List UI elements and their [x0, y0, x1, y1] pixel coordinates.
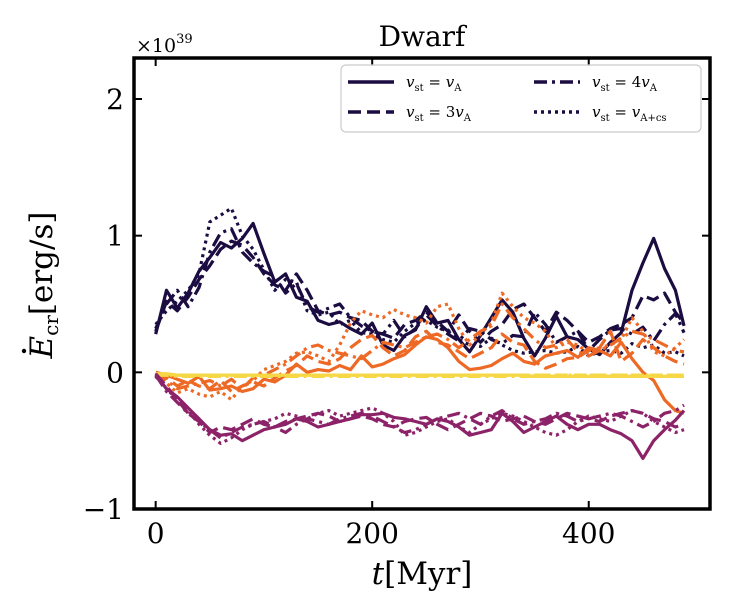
series-layer — [154, 206, 686, 460]
series-line-dark-dashdot — [154, 227, 686, 353]
svg-text:Ecr[erg/s]: Ecr[erg/s] — [24, 212, 63, 360]
legend-entry-dotted: vst = vA+cs — [534, 103, 667, 124]
legend-label: vst = vA+cs — [592, 103, 667, 124]
legend-label: vst = 4vA — [592, 73, 658, 94]
series-line-orange-dashdot — [154, 302, 685, 391]
series-line-orange-dotted — [154, 291, 686, 402]
series-line-dark-dashed — [154, 239, 686, 344]
y-tick-label: 0 — [106, 356, 124, 389]
legend-label: vst = vA — [406, 73, 462, 94]
legend-entry-dashdot: vst = 4vA — [534, 73, 658, 94]
legend-entry-dashed: vst = 3vA — [348, 103, 472, 124]
y-tick-label: −1 — [83, 493, 124, 526]
tick-layer: 0 200 400 −1 0 1 2 — [83, 58, 710, 550]
y-tick-label: 1 — [106, 220, 124, 253]
series-line-magenta-solid — [154, 374, 686, 460]
x-axis-label: t[Myr] — [372, 556, 473, 592]
x-tick-label: 400 — [562, 517, 615, 550]
series-line-yellow-dotted — [155, 372, 684, 377]
x-tick-label: 0 — [147, 517, 165, 550]
x-tick-label: 200 — [345, 517, 398, 550]
series-line-magenta-dashdot — [154, 374, 685, 440]
y-axis-label: Ecr[erg/s] — [21, 212, 63, 360]
y-axis-exponent: ×1039 — [136, 32, 193, 57]
legend-box — [340, 64, 702, 133]
legend-entry-solid: vst = vA — [348, 73, 462, 94]
plot-area-frame — [132, 56, 712, 511]
series-line-magenta-dotted — [154, 375, 685, 445]
legend-label: vst = 3vA — [406, 103, 472, 124]
y-label-dot-accent — [21, 348, 27, 354]
chart-title: Dwarf — [379, 20, 468, 53]
y-tick-label: 2 — [106, 83, 124, 116]
series-line-magenta-dashed — [154, 372, 685, 435]
series-line-dark-dotted — [154, 206, 685, 358]
legend: vst = vA vst = 4vA vst = 3vA vst = vA+cs — [340, 64, 702, 133]
